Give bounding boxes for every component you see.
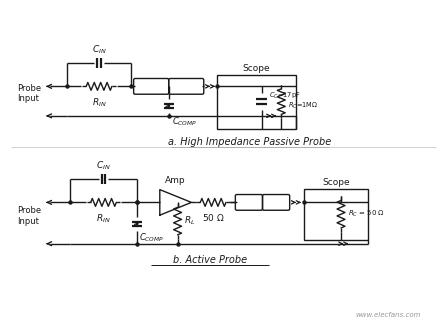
Text: $R_{IN}$: $R_{IN}$ [92,96,106,109]
Text: a. High Impedance Passive Probe: a. High Impedance Passive Probe [168,138,331,148]
Text: $R_C$ = 50 $\Omega$: $R_C$ = 50 $\Omega$ [348,209,385,219]
Text: b. Active Probe: b. Active Probe [173,255,247,265]
Text: $C_{COMP}$: $C_{COMP}$ [139,232,164,244]
Text: $C_C$=17pF: $C_C$=17pF [270,91,301,101]
Text: $C_{IN}$: $C_{IN}$ [96,160,111,172]
Text: $C_{COMP}$: $C_{COMP}$ [172,116,197,128]
Bar [304,188,368,240]
Text: Amp: Amp [165,176,186,185]
Text: $R_L$: $R_L$ [185,215,196,227]
Text: 50 $\Omega$: 50 $\Omega$ [202,212,224,223]
Text: Probe
Input: Probe Input [17,206,42,226]
Text: Scope: Scope [243,64,270,73]
Text: $R_C$=1M$\Omega$: $R_C$=1M$\Omega$ [288,101,318,111]
Text: $C_{IN}$: $C_{IN}$ [92,43,106,56]
Bar [217,75,296,129]
Text: www.elecfans.com: www.elecfans.com [355,312,421,318]
Text: Scope: Scope [322,178,350,187]
Text: Probe
Input: Probe Input [17,84,42,103]
Text: $R_{IN}$: $R_{IN}$ [96,212,111,225]
